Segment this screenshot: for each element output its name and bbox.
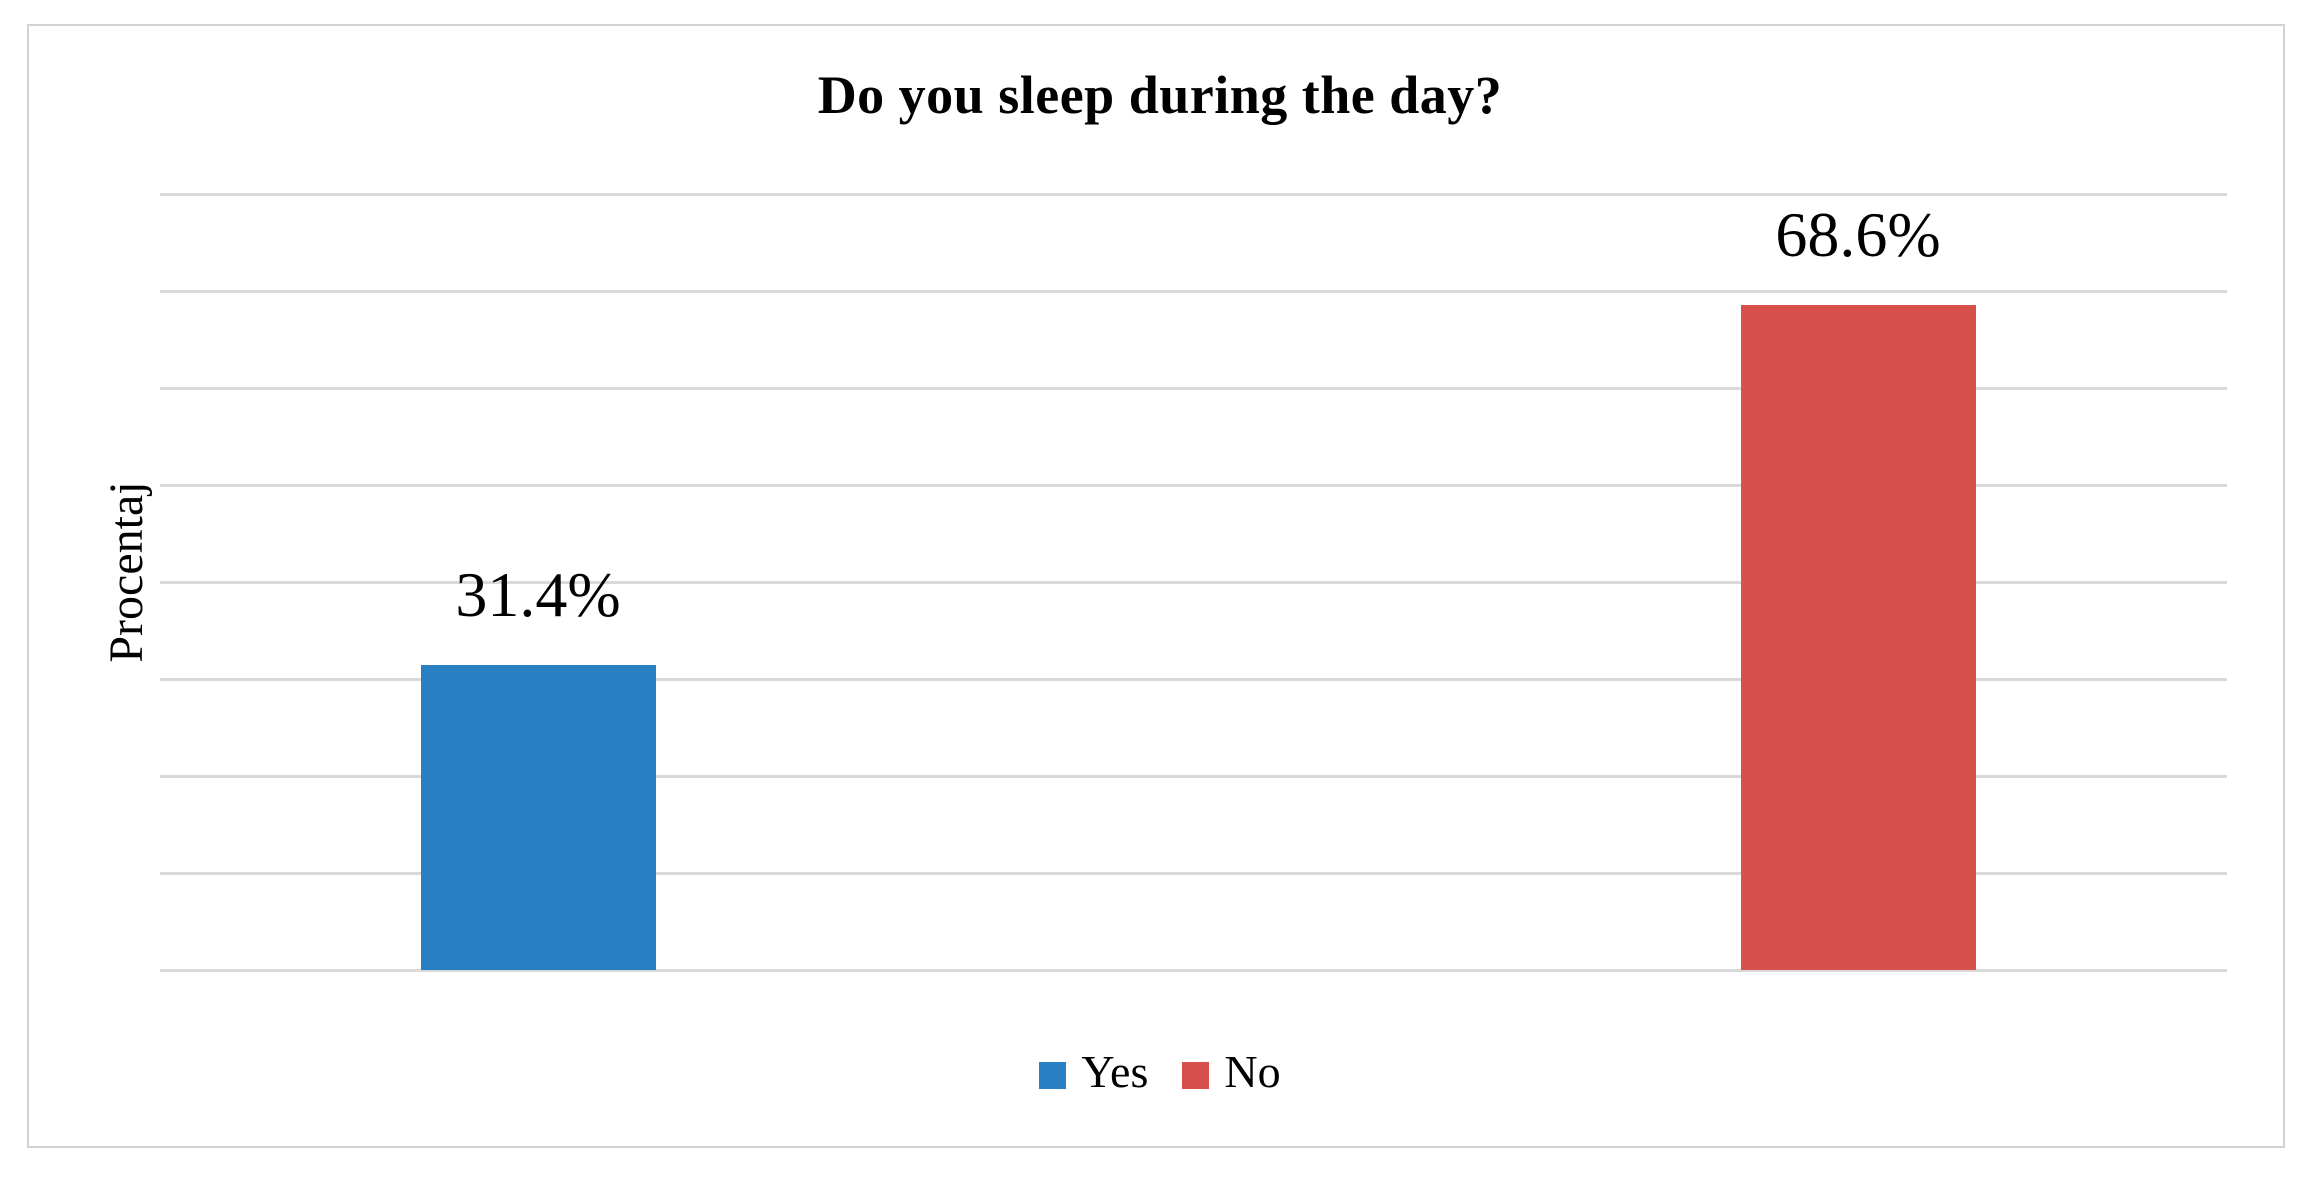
gridline: [160, 484, 2227, 487]
legend-swatch-yes: [1039, 1061, 1067, 1089]
bar-value-label-yes: 31.4%: [455, 559, 621, 631]
plot-area: 31.4% 68.6%: [160, 193, 2227, 972]
bar-yes: [420, 665, 656, 970]
legend-label-no: No: [1224, 1046, 1281, 1097]
bar-value-label-no: 68.6%: [1775, 198, 1941, 270]
gridline: [160, 581, 2227, 584]
legend: Yes No: [0, 1042, 2320, 1102]
legend-swatch-no: [1182, 1061, 1210, 1089]
gridline: [160, 193, 2227, 196]
gridline: [160, 969, 2227, 972]
gridline: [160, 290, 2227, 293]
gridline: [160, 387, 2227, 390]
gridline: [160, 678, 2227, 681]
chart-title: Do you sleep during the day?: [817, 65, 1503, 125]
legend-label-yes: Yes: [1081, 1046, 1149, 1097]
gridline: [160, 872, 2227, 875]
bar-no: [1740, 304, 1976, 970]
chart-frame: [27, 24, 2285, 1148]
legend-item-yes: Yes: [1039, 1049, 1148, 1095]
y-axis-label: Procentaj: [100, 481, 153, 663]
legend-item-no: No: [1182, 1046, 1281, 1097]
gridline: [160, 775, 2227, 778]
